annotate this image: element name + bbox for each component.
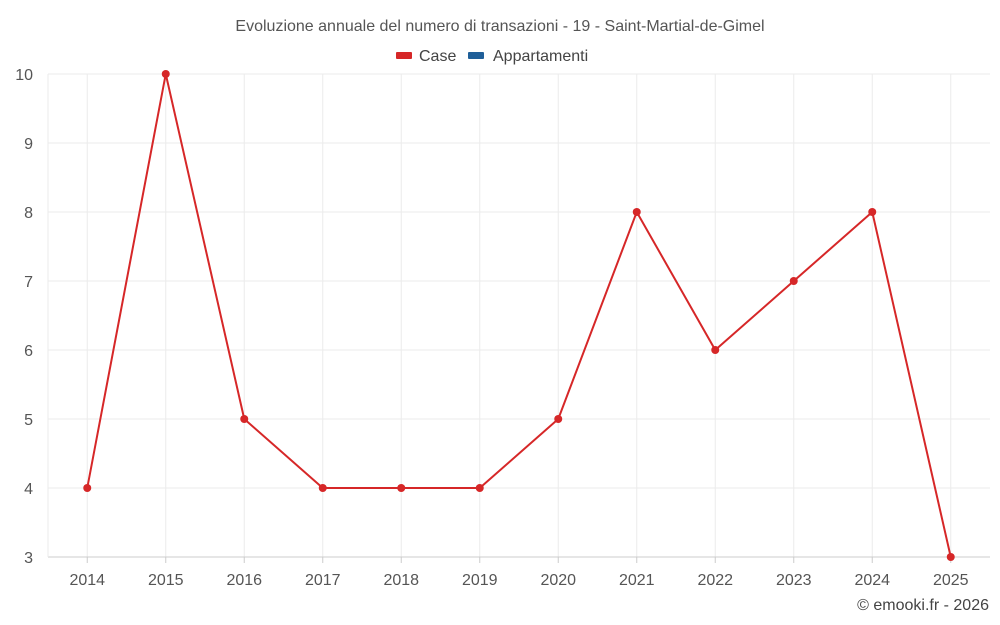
credit-text: © emooki.fr - 2026 bbox=[857, 597, 989, 614]
legend-swatch-appartamenti bbox=[468, 52, 484, 59]
x-tick-label: 2015 bbox=[148, 572, 184, 589]
data-point-2015[interactable] bbox=[161, 70, 170, 78]
legend-item-appartamenti[interactable]: Appartamenti bbox=[468, 48, 588, 65]
series-case bbox=[83, 70, 955, 561]
y-tick-label: 3 bbox=[24, 550, 33, 567]
legend-label-appartamenti: Appartamenti bbox=[493, 48, 588, 65]
data-point-2019[interactable] bbox=[475, 484, 484, 492]
x-tick-label: 2022 bbox=[697, 572, 733, 589]
legend: Case Appartamenti bbox=[396, 48, 588, 65]
legend-swatch-case bbox=[396, 52, 412, 59]
data-point-2025[interactable] bbox=[946, 553, 955, 561]
x-tick-label: 2014 bbox=[69, 572, 105, 589]
legend-label-case: Case bbox=[419, 48, 456, 65]
axes: 3 4 5 6 7 8 9 10 2014 2015 2016 2017 2018 2019 2020 202… bbox=[15, 67, 990, 589]
data-point-2020[interactable] bbox=[554, 415, 563, 423]
data-point-2018[interactable] bbox=[397, 484, 406, 492]
data-point-2022[interactable] bbox=[711, 346, 720, 354]
data-point-2014[interactable] bbox=[83, 484, 92, 492]
y-tick-label: 4 bbox=[24, 481, 33, 498]
data-point-2021[interactable] bbox=[632, 208, 641, 216]
y-tick-label: 6 bbox=[24, 343, 33, 360]
data-point-2017[interactable] bbox=[318, 484, 327, 492]
x-tick-label: 2024 bbox=[854, 572, 890, 589]
y-tick-label: 7 bbox=[24, 274, 33, 291]
chart-title: Evoluzione annuale del numero di transaz… bbox=[235, 18, 764, 35]
legend-item-case[interactable]: Case bbox=[396, 48, 456, 65]
data-point-2023[interactable] bbox=[789, 277, 798, 285]
x-tick-label: 2025 bbox=[933, 572, 969, 589]
x-tick-label: 2017 bbox=[305, 572, 341, 589]
x-tick-label: 2018 bbox=[383, 572, 419, 589]
x-tick-label: 2021 bbox=[619, 572, 655, 589]
y-tick-label: 9 bbox=[24, 136, 33, 153]
data-point-2024[interactable] bbox=[868, 208, 877, 216]
y-tick-label: 8 bbox=[24, 205, 33, 222]
x-tick-label: 2023 bbox=[776, 572, 812, 589]
x-tick-label: 2020 bbox=[540, 572, 576, 589]
grid-lines bbox=[48, 73, 990, 557]
y-tick-label: 5 bbox=[24, 412, 33, 429]
x-tick-label: 2016 bbox=[226, 572, 262, 589]
y-tick-label: 10 bbox=[15, 67, 33, 84]
data-point-2016[interactable] bbox=[240, 415, 249, 423]
series-line-case bbox=[86, 73, 952, 558]
x-tick-label: 2019 bbox=[462, 572, 498, 589]
